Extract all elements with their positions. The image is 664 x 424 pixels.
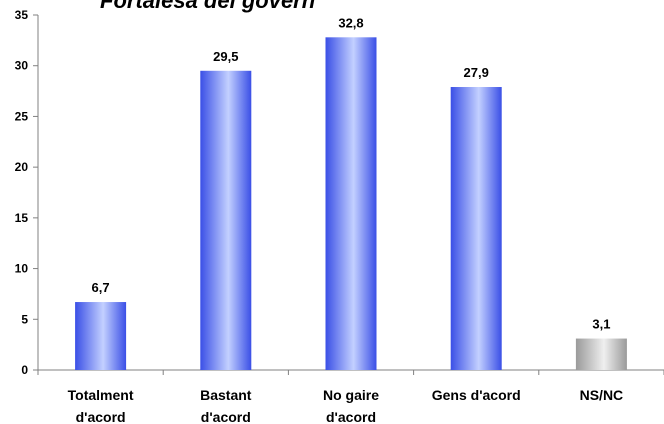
y-tick-label: 10 [15, 262, 29, 276]
x-category-label: Totalment d'acord [68, 387, 134, 424]
y-axis-ticks: 0 5 10 15 20 25 30 35 [15, 8, 664, 377]
x-category-label-line: d'acord [201, 409, 251, 424]
x-category-label: NS/NC [580, 387, 624, 403]
y-tick-label: 0 [21, 363, 28, 377]
x-category-label-line: NS/NC [580, 387, 624, 403]
bar [200, 70, 252, 371]
bar [75, 302, 127, 370]
data-label: 32,8 [338, 15, 363, 30]
y-tick-label: 25 [15, 109, 29, 123]
x-category-label-line: Bastant [200, 387, 252, 403]
y-tick-label: 30 [15, 59, 29, 73]
data-label: 27,9 [464, 65, 489, 80]
x-category-label-line: Totalment [68, 387, 134, 403]
bar [575, 338, 627, 370]
data-label: 3,1 [592, 317, 610, 332]
chart-title: Fortalesa del govern [100, 0, 315, 13]
y-tick-label: 20 [15, 160, 29, 174]
x-category-label-line: d'acord [326, 409, 376, 424]
data-label: 29,5 [213, 49, 238, 64]
x-category-label: No gaire d'acord [323, 387, 379, 424]
x-category-label-line: Gens d'acord [432, 387, 521, 403]
x-category-label-line: No gaire [323, 387, 379, 403]
x-category-label-line: d'acord [76, 409, 126, 424]
bar [450, 87, 502, 370]
y-tick-label: 35 [15, 8, 29, 22]
bar [325, 37, 377, 371]
data-labels-group: 6,7 29,5 32,8 27,9 3,1 [92, 15, 611, 331]
data-label: 6,7 [92, 280, 110, 295]
y-tick-label: 15 [15, 211, 29, 225]
bars-group [75, 37, 627, 371]
x-category-label: Gens d'acord [432, 387, 521, 403]
x-axis-labels: Totalment d'acord Bastant d'acord No gaire d'… [68, 387, 624, 424]
y-tick-label: 5 [21, 312, 28, 326]
x-category-label: Bastant d'acord [200, 387, 252, 424]
